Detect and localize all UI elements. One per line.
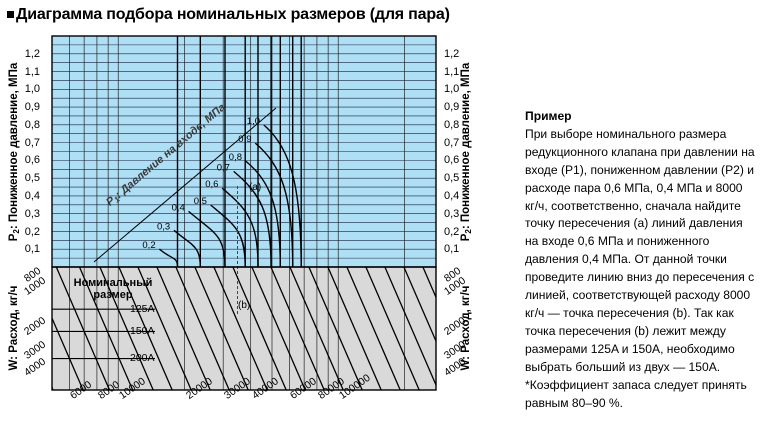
svg-text:0,8: 0,8 xyxy=(229,152,242,163)
svg-text:0,6: 0,6 xyxy=(205,179,218,190)
svg-text:0,3: 0,3 xyxy=(157,221,170,232)
svg-text:0,7: 0,7 xyxy=(217,162,230,173)
svg-text:1,0: 1,0 xyxy=(247,116,260,127)
svg-text:0,9: 0,9 xyxy=(238,134,251,145)
svg-text:0,2: 0,2 xyxy=(142,240,155,251)
svg-text:0,5: 0,5 xyxy=(194,196,207,207)
svg-text:0,4: 0,4 xyxy=(172,202,185,213)
